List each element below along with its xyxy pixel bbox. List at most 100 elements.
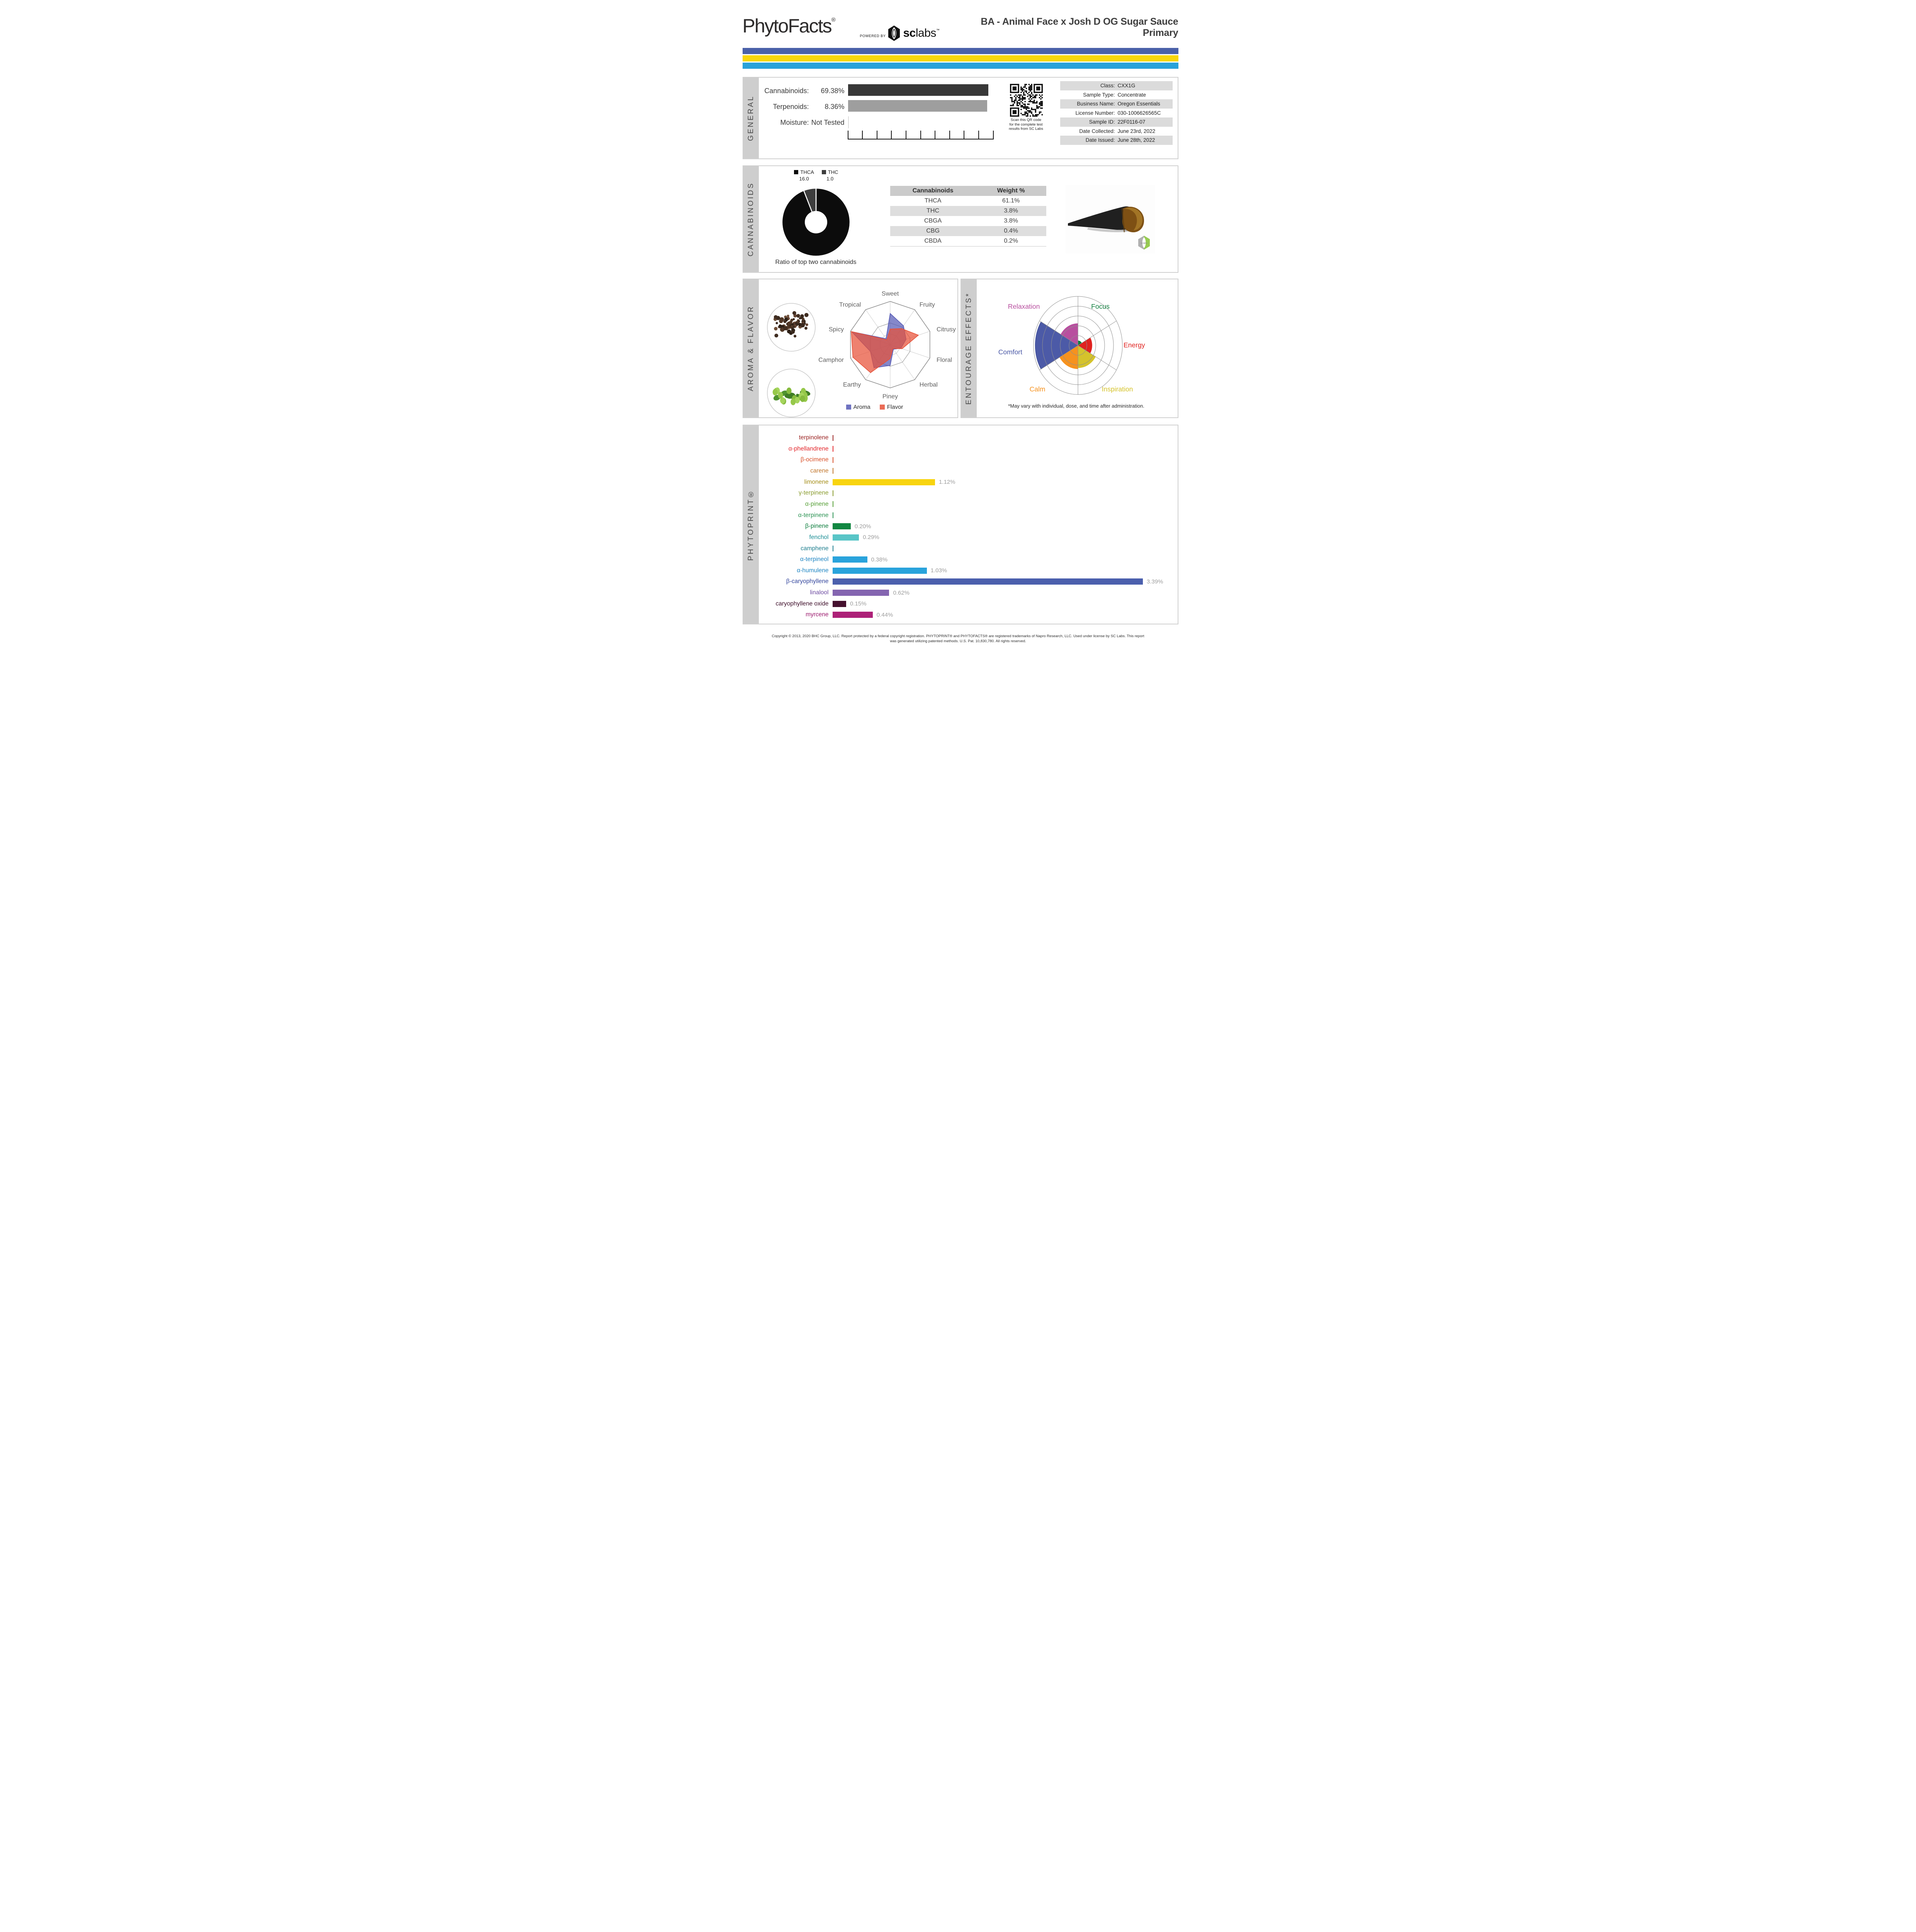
terpene-name: linalool: [810, 589, 829, 596]
terpenoids-total-bar: [848, 100, 987, 112]
ruler-tick: [993, 131, 994, 139]
terpene-name: terpinolene: [799, 434, 829, 441]
info-value: Oregon Essentials: [1117, 101, 1160, 107]
donut-legend-head: THCA: [794, 169, 814, 175]
legend-name: THC: [828, 169, 838, 175]
radar-axis-label: Floral: [937, 357, 952, 364]
concentrate-highlight: [1124, 207, 1142, 230]
sample-name: BA - Animal Face x Josh D OG Sugar Sauce: [981, 16, 1178, 27]
terpene-name: caryophyllene oxide: [775, 600, 829, 607]
ruler-tick: [978, 131, 979, 139]
cannabinoid-name: CBG: [926, 228, 940, 234]
qr-caption-line: Scan this QR code: [1010, 118, 1042, 122]
peppercorn-icon: [774, 315, 778, 319]
peppercorn-icon: [779, 319, 783, 323]
accent-bar-cyan: [742, 63, 1178, 69]
ruler-tick: [862, 131, 863, 139]
cannabinoid-row: THC 3.8%: [890, 206, 1046, 216]
powered-by-label: POWERED BY: [860, 34, 886, 38]
terpene-bar: [832, 567, 927, 574]
report-title: BA - Animal Face x Josh D OG Sugar Sauce…: [981, 16, 1178, 39]
terpene-row: α-terpinene: [759, 511, 1175, 520]
peppercorn-icon: [787, 321, 791, 326]
sample-subtitle: Primary: [1142, 27, 1178, 38]
terpene-value: 0.29%: [863, 534, 879, 541]
terpene-name: γ-terpinene: [798, 490, 829, 497]
copyright-line: was generated utilizing patented methods…: [890, 639, 1026, 643]
aroma-flavor-section: AROMA & FLAVOR Sweet Fruity Citrusy Floral H…: [742, 279, 958, 418]
terpene-row: myrcene 0.44%: [759, 610, 1175, 619]
peppercorn-icon: [793, 335, 796, 338]
peppercorn-icon: [801, 318, 804, 321]
ruler-baseline: [847, 138, 994, 139]
cannabinoids-section-label: CANNABINOIDS: [746, 182, 755, 257]
sc-labs-watermark-icon: sclabs: [1138, 236, 1150, 250]
peppercorn-icon: [774, 327, 777, 331]
aroma-flavor-radar-chart: Sweet Fruity Citrusy Floral Herbal Piney Earth…: [767, 291, 955, 417]
radar-axis-label: Spicy: [828, 326, 843, 333]
legend-value: 16.0: [799, 176, 809, 182]
terpene-name: fenchol: [809, 534, 829, 541]
cannabinoid-name: CBDA: [924, 238, 942, 244]
terpene-name: β-ocimene: [800, 456, 829, 463]
legend-name: Flavor: [887, 404, 903, 410]
terpene-value: 0.44%: [876, 611, 893, 618]
weight-value: 0.2%: [1004, 238, 1018, 244]
donut-legend-head: THC: [821, 169, 838, 175]
legend-swatch-icon: [821, 170, 826, 174]
effect-label-comfort: Comfort: [998, 348, 1022, 356]
radar-legend-item: Flavor: [879, 404, 903, 410]
info-label: Class:: [1100, 83, 1115, 89]
terpene-row: α-terpineol 0.38%: [759, 555, 1175, 564]
terpene-row: linalool 0.62%: [759, 588, 1175, 597]
terpenoids-total-value: 8.36%: [825, 103, 845, 111]
terpene-row: γ-terpinene: [759, 488, 1175, 498]
terpene-row: α-pinene: [759, 500, 1175, 509]
radar-axis-label: Herbal: [919, 382, 937, 388]
legend-name: THCA: [800, 169, 814, 175]
radar-axis-label: Fruity: [919, 301, 935, 308]
brand-text: PhytoFacts: [742, 15, 832, 37]
peppercorn-icon: [787, 325, 790, 328]
terpene-bar: [832, 523, 851, 530]
peppercorn-icon: [790, 318, 793, 322]
cannabinoids-table: Cannabinoids Weight % THCA 61.1% THC 3.8% CBGA…: [890, 186, 1046, 247]
donut-caption: Ratio of top two cannabinoids: [775, 259, 857, 265]
cannabinoid-row: CBG 0.4%: [890, 226, 1046, 236]
terpene-name: camphene: [801, 545, 829, 552]
radar-axis-label: Earthy: [843, 382, 861, 388]
terpene-value: 1.03%: [930, 567, 947, 574]
peppercorn-icon: [792, 311, 796, 315]
terpene-name: β-pinene: [805, 523, 829, 530]
terpene-name: α-terpinene: [798, 512, 829, 519]
hop-cone-icon: [800, 395, 805, 402]
effect-label-calm: Calm: [1029, 385, 1045, 393]
hop-cone-icon: [772, 389, 778, 396]
peppercorn-icon: [804, 327, 808, 330]
terpene-row: caryophyllene oxide 0.15%: [759, 599, 1175, 609]
terpene-name: limonene: [804, 478, 829, 485]
legend-name: Aroma: [853, 404, 870, 410]
sample-info-row: Sample Type: Concentrate: [1060, 90, 1173, 100]
aroma-section-label: AROMA & FLAVOR: [746, 305, 755, 391]
qr-code: [1010, 84, 1043, 117]
radar-legend-item: Aroma: [846, 404, 870, 410]
phytofacts-report-page: PhytoFacts® POWERED BY sclabs™ BA - Anim…: [718, 0, 1198, 678]
peppercorn-icon: [774, 333, 778, 338]
terpene-name: β-caryophyllene: [786, 578, 829, 585]
sample-info-row: Sample ID: 22F0116-07: [1060, 117, 1173, 127]
general-section-label: GENERAL: [746, 95, 755, 141]
radar-gridline: [850, 301, 930, 388]
phytofacts-logo: PhytoFacts®: [743, 15, 836, 37]
radar-axis-label: Sweet: [881, 291, 899, 297]
legend-value: 1.0: [826, 176, 834, 182]
cannabinoid-row: THCA 61.1%: [890, 196, 1046, 206]
terpene-name: α-terpineol: [800, 556, 829, 563]
terpene-row: camphene: [759, 544, 1175, 553]
terpene-row: α-phellandrene: [759, 444, 1175, 454]
phytoprint-section: PHYTOPRINT® terpinolene α-phellandrene β-o…: [742, 425, 1178, 624]
sample-info-row: Date Collected: June 23rd, 2022: [1060, 127, 1173, 136]
terpene-value: 0.20%: [854, 523, 871, 530]
qr-caption-line: for the complete test: [1009, 122, 1043, 127]
hop-cone-icon: [777, 392, 783, 399]
